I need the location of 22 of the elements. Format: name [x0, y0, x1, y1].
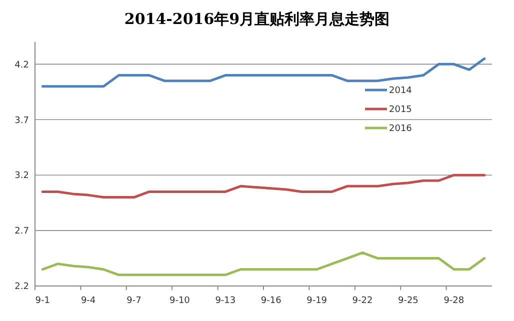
x-tick-label: 9-13	[215, 296, 236, 306]
line-series	[41, 251, 486, 276]
x-tick-label: 9-4	[80, 296, 96, 306]
x-tick-label: 9-25	[398, 296, 418, 306]
chart-title: 2014-2016年9月直贴利率月息走势图	[124, 10, 390, 28]
x-tick-label: 9-1	[35, 296, 50, 306]
x-tick-label: 9-7	[126, 296, 142, 306]
x-tick-label: 9-22	[352, 296, 373, 306]
line-series	[41, 57, 486, 88]
y-tick-label: 3.7	[14, 116, 29, 126]
legend-label: 2014	[389, 86, 412, 96]
x-tick-label: 9-19	[306, 296, 328, 306]
legend-label: 2015	[389, 105, 412, 116]
x-tick-label: 9-28	[444, 296, 464, 306]
line-series	[41, 174, 486, 199]
x-tick-label: 9-10	[170, 296, 190, 306]
y-tick-label: 2.7	[14, 226, 29, 237]
x-tick-label: 9-16	[260, 296, 282, 306]
y-tick-label: 3.2	[14, 171, 29, 182]
y-tick-label: 4.2	[14, 60, 29, 70]
legend-label: 2016	[389, 124, 412, 134]
y-tick-label: 2.2	[14, 282, 29, 292]
